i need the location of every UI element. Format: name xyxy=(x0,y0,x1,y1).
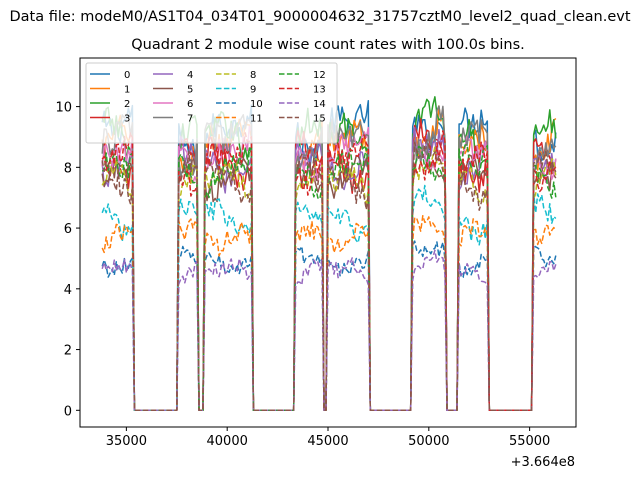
legend-label-15: 15 xyxy=(313,114,326,125)
legend-label-2: 2 xyxy=(124,99,130,110)
y-tick-label: 0 xyxy=(64,404,72,419)
x-tick-label: 40000 xyxy=(207,434,248,449)
legend-label-0: 0 xyxy=(124,70,130,81)
legend-label-13: 13 xyxy=(313,85,326,96)
axis-layer: 35000 40000 45000 50000 55000 0 2 4 6 8 10 xyxy=(55,101,550,449)
legend-label-7: 7 xyxy=(187,114,193,125)
x-tick-label: 50000 xyxy=(408,434,449,449)
y-tick-label: 4 xyxy=(64,283,72,298)
legend-label-1: 1 xyxy=(124,85,130,96)
legend-label-9: 9 xyxy=(250,85,256,96)
y-tick-label: 8 xyxy=(64,161,72,176)
legend-label-11: 11 xyxy=(250,114,263,125)
legend-frame xyxy=(85,62,338,144)
legend-label-14: 14 xyxy=(313,99,326,110)
legend-label-4: 4 xyxy=(187,70,193,81)
y-tick-label: 10 xyxy=(55,101,72,116)
x-tick-label: 55000 xyxy=(509,434,550,449)
figure-suptitle: Data file: modeM0/AS1T04_034T01_90000046… xyxy=(9,9,630,25)
chart-title: Quadrant 2 module wise count rates with … xyxy=(131,37,525,53)
x-tick-label: 45000 xyxy=(307,434,348,449)
legend-label-8: 8 xyxy=(250,70,256,81)
legend-label-5: 5 xyxy=(187,85,193,96)
legend-label-10: 10 xyxy=(250,99,263,110)
y-tick-label: 2 xyxy=(64,344,72,359)
legend-label-6: 6 xyxy=(187,99,193,110)
x-tick-label: 35000 xyxy=(106,434,147,449)
legend-label-3: 3 xyxy=(124,114,130,125)
legend-label-12: 12 xyxy=(313,70,326,81)
series-line-15 xyxy=(101,138,557,412)
x-offset-label: +3.664e8 xyxy=(511,455,575,470)
y-tick-label: 6 xyxy=(64,222,72,237)
